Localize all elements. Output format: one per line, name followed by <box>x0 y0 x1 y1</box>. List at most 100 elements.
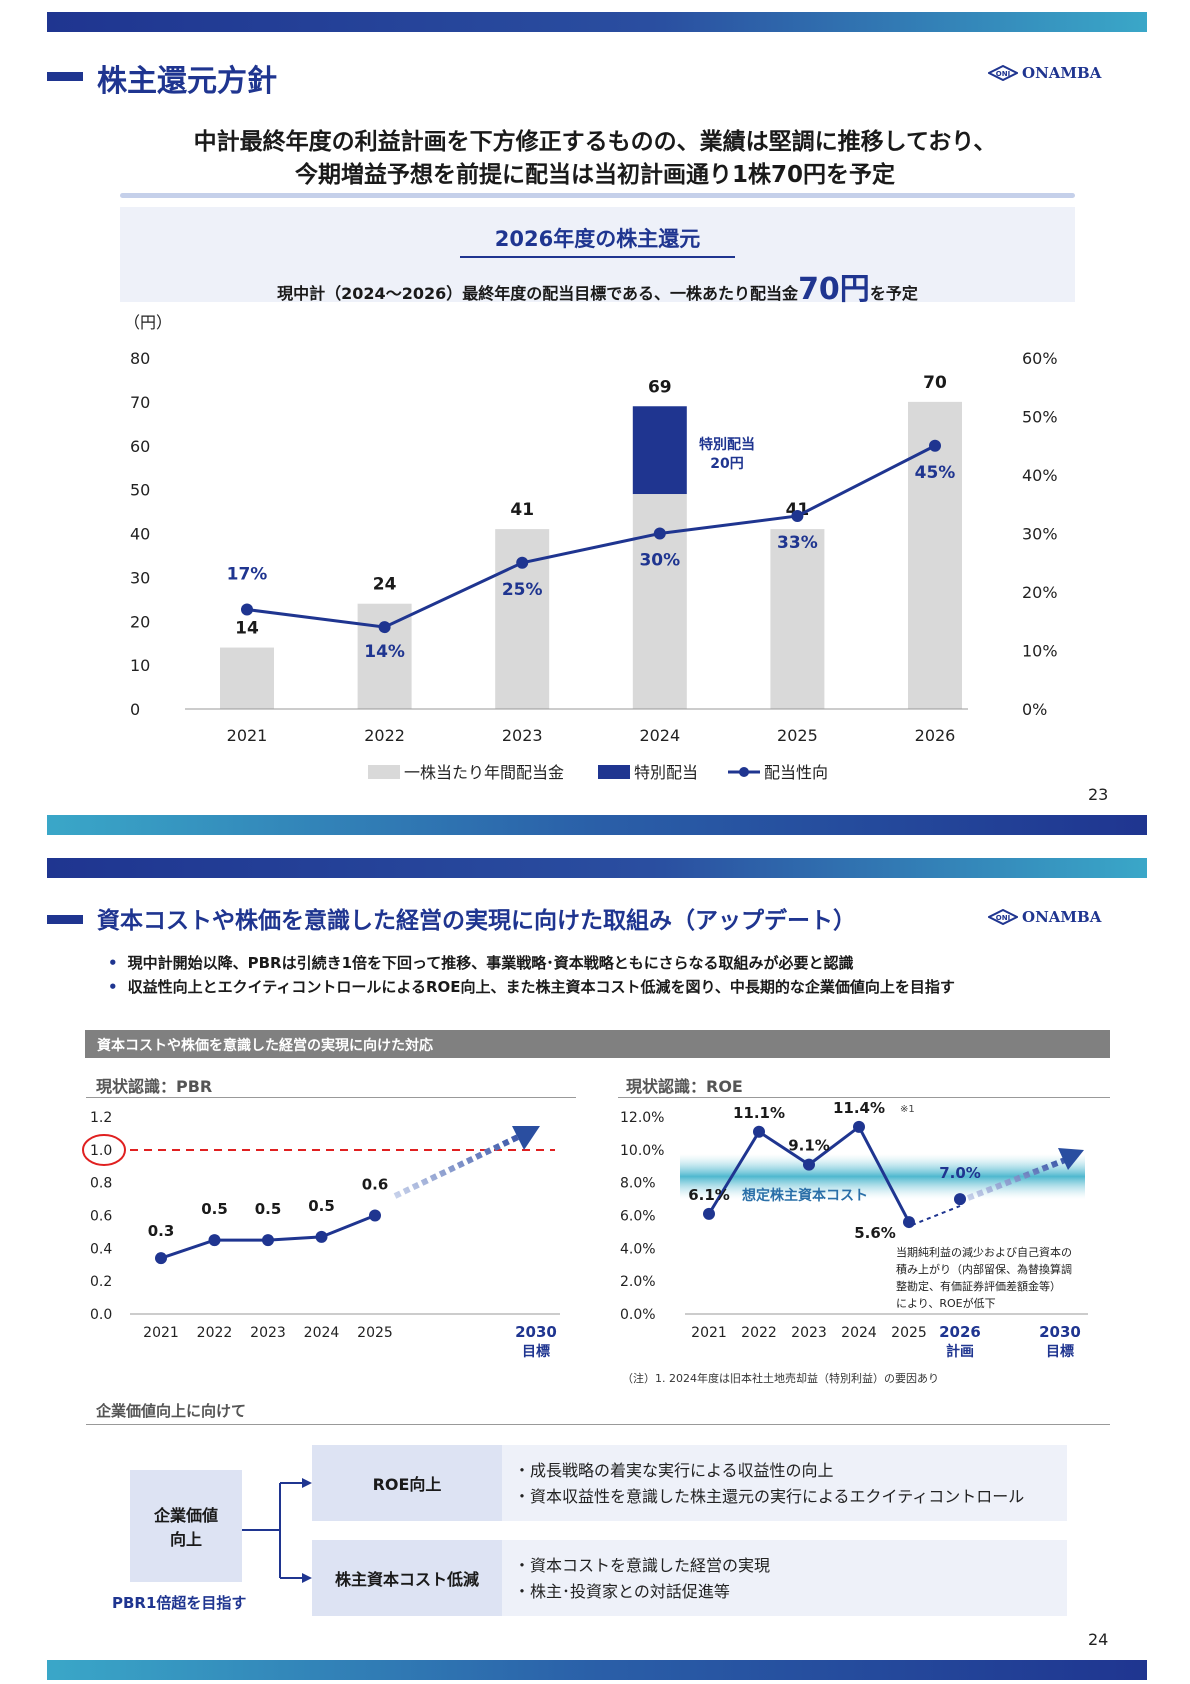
y2-tick-label: 0% <box>1022 700 1047 719</box>
roe-note-mark: ※1 <box>900 1104 915 1115</box>
y2-tick-label: 40% <box>1022 466 1058 485</box>
payout-ratio-label: 33% <box>777 533 818 553</box>
page-number-24: 24 <box>1088 1630 1109 1649</box>
pbr-chart: 0.0 0.2 0.4 0.6 0.8 1.0 1.2 0.3 0.5 0.5 0.5 0.6 20… <box>82 1110 560 1360</box>
headline-divider <box>120 193 1075 198</box>
roe-trend-arrow-line <box>966 1157 1067 1201</box>
svg-text:ONI: ONI <box>996 914 1010 922</box>
y-tick-label: 60 <box>130 437 150 456</box>
x-tick-label: 2025 <box>777 726 818 745</box>
pbr-point <box>315 1230 328 1243</box>
pbr-point <box>262 1234 274 1247</box>
logo-text: ONAMBA <box>1022 64 1102 82</box>
payout-ratio-line <box>246 444 936 629</box>
cost-of-equity-label: 想定株主資本コスト <box>741 1187 868 1204</box>
roe-note-line-4: により、ROEが低下 <box>896 1296 996 1310</box>
bullet-1-text: 現中計開始以降、PBRは引続き1倍を下回って推移、事業戦略･資本戦略ともにさらな… <box>127 954 854 972</box>
bar-value-label: 69 <box>648 377 672 397</box>
pbr-point <box>155 1252 167 1265</box>
roe-plan-point <box>954 1193 966 1206</box>
y-tick-label: 40 <box>130 525 150 544</box>
pbr-value-label: 0.5 <box>201 1200 228 1218</box>
pbr-y-tick-label: 1.0 <box>90 1143 112 1159</box>
pbr-x-target: 2030 <box>515 1323 557 1341</box>
logo-mark-icon: ONI <box>988 65 1018 81</box>
special-dividend-label-2: 20円 <box>710 456 743 472</box>
y2-tick-label: 30% <box>1022 525 1058 544</box>
special-dividend-label-1: 特別配当 <box>699 436 755 453</box>
bar-annual-dividend <box>770 529 825 709</box>
summary-box-text: 現中計（2024～2026）最終年度の配当目標である、一株あたり配当金70円を予… <box>120 264 1075 308</box>
page-title-24: 資本コストや株価を意識した経営の実現に向けた取組み（アップデート） <box>97 908 856 934</box>
roe-y-tick-label: 10.0% <box>620 1143 664 1159</box>
pbr-value-label: 0.3 <box>148 1222 175 1240</box>
payout-ratio-point <box>516 556 529 569</box>
value-goal: PBR1倍超を目指す <box>112 1594 247 1612</box>
y-tick-label: 50 <box>130 481 150 500</box>
summary-box-title-underline <box>460 256 735 258</box>
legend-label-payout: 配当性向 <box>764 763 828 782</box>
roe-point <box>753 1125 765 1138</box>
pbr-point <box>369 1209 381 1222</box>
roe-point <box>703 1207 715 1220</box>
bullet-2: • 収益性向上とエクイティコントロールによるROE向上、また株主資本コスト低減を図… <box>108 976 955 997</box>
payout-ratio-label: 14% <box>364 642 405 662</box>
bar-value-label: 14 <box>235 619 259 639</box>
connector-arrow-icon <box>302 1478 312 1488</box>
pbr-x-tick-label: 2023 <box>250 1325 286 1341</box>
roe-value-label: 9.1% <box>788 1137 830 1155</box>
x-tick-label: 2021 <box>227 726 268 745</box>
cost-down-item-2: ・株主･投資家との対話促進等 <box>514 1582 730 1601</box>
roe-up-item-1: ・成長戦略の着実な実行による収益性の向上 <box>514 1461 834 1480</box>
y-tick-label: 70 <box>130 393 150 412</box>
payout-ratio-point <box>791 509 804 522</box>
value-main-line-1: 企業価値 <box>153 1506 218 1525</box>
pbr-y-tick-label: 0.2 <box>90 1274 112 1290</box>
roe-x-plan-sub: 計画 <box>946 1343 974 1360</box>
roe-value-label: 11.1% <box>733 1104 785 1122</box>
payout-ratio-label: 25% <box>502 580 543 600</box>
x-tick-label: 2023 <box>502 726 543 745</box>
y-tick-label: 20 <box>130 612 150 631</box>
pbr-trend-arrow-head <box>512 1126 540 1150</box>
roe-footnote: （注）1. 2024年度は旧本社土地売却益（特別利益）の要因あり <box>622 1372 939 1385</box>
pbr-y-tick-label: 1.2 <box>90 1110 112 1126</box>
roe-point <box>853 1120 865 1133</box>
roe-up-item-2: ・資本収益性を意識した株主還元の実行によるエクイティコントロール <box>514 1487 1025 1506</box>
roe-point <box>903 1216 915 1229</box>
payout-ratio-point <box>653 527 666 540</box>
bar-annual-dividend <box>495 529 550 709</box>
pbr-target-circle <box>82 1134 126 1166</box>
roe-x-plan: 2026 <box>939 1323 981 1341</box>
value-main-line-2: 向上 <box>169 1530 202 1549</box>
payout-ratio-label: 17% <box>227 565 268 585</box>
dividend-summary-box: 2026年度の株主還元 現中計（2024～2026）最終年度の配当目標である、一… <box>120 207 1075 307</box>
pbr-x-tick-label: 2022 <box>197 1325 233 1341</box>
roe-y-tick-label: 12.0% <box>620 1110 664 1126</box>
pbr-y-tick-label: 0.0 <box>90 1307 112 1323</box>
bar-special-dividend <box>632 406 687 495</box>
bar-annual-dividend <box>908 401 962 709</box>
title-marker-24 <box>47 915 83 924</box>
cost-down-detail: ・資本コストを意識した経営の実現 ・株主･投資家との対話促進等 <box>502 1540 1067 1616</box>
bar-annual-dividend <box>632 494 687 709</box>
pbr-point <box>208 1234 221 1247</box>
payout-ratio-point <box>929 439 941 452</box>
roe-y-tick-label: 0.0% <box>620 1307 656 1323</box>
pbr-y-tick-label: 0.6 <box>90 1209 112 1225</box>
bar-value-label: 41 <box>510 500 534 520</box>
y-unit-label: （円） <box>124 313 172 332</box>
legend-swatch-special <box>598 765 630 779</box>
x-tick-label: 2024 <box>639 726 680 745</box>
section-header-text: 資本コストや株価を意識した経営の実現に向けた対応 <box>97 1038 433 1054</box>
pbr-value-label: 0.6 <box>362 1176 389 1194</box>
x-tick-label: 2022 <box>364 726 405 745</box>
roe-x-tick-label: 2023 <box>791 1325 827 1341</box>
legend-label-annual: 一株当たり年間配当金 <box>404 763 564 782</box>
bottom-banner-24 <box>47 1660 1147 1680</box>
value-main-box: 企業価値 向上 <box>130 1470 242 1582</box>
legend-marker-payout <box>739 767 749 777</box>
legend-label-special: 特別配当 <box>634 763 698 782</box>
pbr-value-label: 0.5 <box>255 1200 282 1218</box>
summary-box-title: 2026年度の株主還元 <box>494 227 701 251</box>
